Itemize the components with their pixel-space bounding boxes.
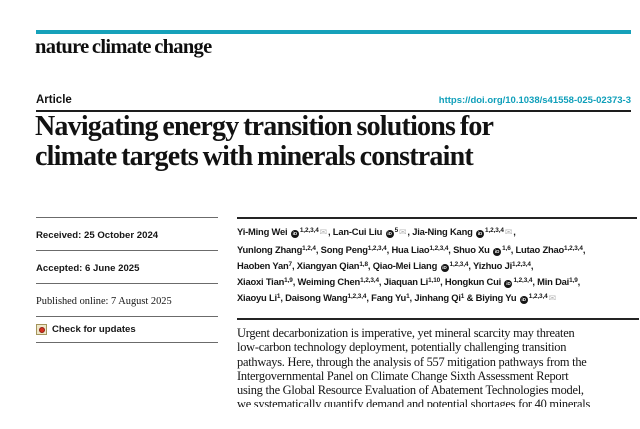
article-type-label: Article <box>36 94 72 106</box>
affiliation-superscript: 1,2,3,4 <box>528 293 548 300</box>
orcid-icon[interactable]: iD <box>290 230 299 238</box>
affiliation-superscript: 1,2,3,4 <box>299 227 319 234</box>
author-line: Xiaoyu Li1, Daisong Wang1,2,3,4, Fang Yu… <box>237 289 637 307</box>
abstract-line: Intergovernmental Panel on Climate Chang… <box>237 368 569 383</box>
affiliation-superscript: 1,2,3,4 <box>564 245 583 252</box>
article-title-line: Navigating energy transition solutions f… <box>35 111 494 142</box>
affiliation-superscript: 1,2,3,4 <box>367 245 387 252</box>
abstract-line: Urgent decarbonization is imperative, ye… <box>237 326 575 340</box>
author-name-text: Xiaoyu Li <box>237 292 277 303</box>
author-name-text: , <box>577 276 581 287</box>
article-title-line: climate targets with minerals constraint <box>35 140 474 172</box>
author-name-text: , Shuo Xu <box>448 244 493 255</box>
email-icon[interactable]: ✉ <box>319 228 328 238</box>
check-for-updates-button[interactable]: Check for updates <box>36 316 218 342</box>
author-name-text: , Qiao-Mei Liang <box>367 260 440 271</box>
received-date: Received: 25 October 2024 <box>36 230 159 241</box>
affiliation-superscript: 1,2,3,4 <box>513 277 533 284</box>
orcid-icon[interactable]: iD <box>504 280 513 288</box>
affiliation-superscript: 1 <box>406 293 410 300</box>
author-name-text: , Song Peng <box>315 244 368 255</box>
orcid-icon[interactable]: iD <box>519 296 528 304</box>
published-date: Published online: 7 August 2025 <box>36 296 172 307</box>
published-row: Published online: 7 August 2025 <box>36 283 218 316</box>
crossmark-dot <box>38 326 45 333</box>
accepted-row: Accepted: 6 June 2025 <box>36 250 218 283</box>
affiliation-superscript: 7 <box>288 261 293 268</box>
affiliation-superscript: 1,2,4 <box>302 245 316 252</box>
author-name-text: , Jiaquan Li <box>378 276 429 287</box>
received-row: Received: 25 October 2024 <box>36 217 218 250</box>
author-name-text: , Lutao Zhao <box>510 244 565 255</box>
affiliation-superscript: 1,9 <box>284 277 293 284</box>
author-name-text: , Jia-Ning Kang <box>407 226 476 237</box>
author-name-text: Xiaoxi Tian <box>237 276 285 287</box>
author-line: Xiaoxi Tian1,9, Weiming Chen1,2,3,4, Jia… <box>237 273 637 289</box>
doi-link[interactable]: https://doi.org/10.1038/s41558-025-02373… <box>438 95 631 106</box>
abstract-line: we systematically quantify demand and po… <box>237 397 591 407</box>
author-name-text: , Hongkun Cui <box>440 276 504 287</box>
author-name-text: , Min Dai <box>532 276 570 287</box>
affiliation-superscript: 1,8 <box>359 261 368 268</box>
journal-wordmark: nature climate change <box>35 36 212 58</box>
crossmark-icon <box>36 324 47 335</box>
affiliation-superscript: 1,2,3,4 <box>512 261 531 268</box>
header-rule <box>36 110 631 112</box>
affiliation-superscript: 1,2,3,4 <box>449 261 469 268</box>
orcid-icon[interactable]: iD <box>440 264 449 272</box>
author-name-text: , <box>513 226 516 237</box>
authors-section: Yi-Ming Wei iD 1,2,3,4✉, Lan-Cui Liu iD 5✉… <box>237 217 637 307</box>
article-title: Navigating energy transition solutions f… <box>35 112 637 171</box>
affiliation-superscript: 1,2,3,4 <box>360 277 379 284</box>
author-name-text: , Weiming Chen <box>292 276 361 287</box>
author-name-text: & Biying Yu <box>464 292 519 303</box>
affiliation-superscript: 1,10 <box>428 277 441 284</box>
affiliation-superscript: 1,2,3,4 <box>485 227 504 234</box>
author-line: Yunlong Zhang1,2,4, Song Peng1,2,3,4, Hu… <box>237 241 637 257</box>
author-name-text: , Yizhuo Ji <box>468 260 512 271</box>
author-name-text: Yunlong Zhang <box>237 244 303 255</box>
article-meta-row: Article https://doi.org/10.1038/s41558-0… <box>36 92 631 106</box>
abstract-line: using the Global Resource Evaluation of … <box>237 383 584 398</box>
history-panel-end-rule <box>36 342 218 343</box>
author-name-text: , Fang Yu <box>366 292 407 303</box>
orcid-icon[interactable]: iD <box>385 230 394 238</box>
author-name-text: Yi-Ming Wei <box>237 226 290 237</box>
orcid-icon[interactable]: iD <box>493 248 502 256</box>
email-icon[interactable]: ✉ <box>399 228 407 238</box>
author-list: Yi-Ming Wei iD 1,2,3,4✉, Lan-Cui Liu iD 5✉… <box>237 219 637 307</box>
author-line: Haoben Yan7, Xiangyan Qian1,8, Qiao-Mei … <box>237 257 637 273</box>
author-name-text: , <box>530 260 534 271</box>
affiliation-superscript: 1,6 <box>502 245 511 252</box>
email-icon[interactable]: ✉ <box>548 294 557 304</box>
author-name-text: , Hua Liao <box>386 244 430 255</box>
abstract-line: pathways. Here, through the analysis of … <box>237 354 587 369</box>
abstract-top-rule <box>237 318 639 320</box>
article-history-panel: Received: 25 October 2024 Accepted: 6 Ju… <box>36 217 218 343</box>
abstract-line: low-carbon technology deployment, potent… <box>237 340 567 355</box>
journal-brand-bar <box>36 30 631 34</box>
abstract-section: Urgent decarbonization is imperative, ye… <box>237 318 639 407</box>
accepted-date: Accepted: 6 June 2025 <box>36 263 140 274</box>
author-name-text: Haoben Yan <box>237 260 289 271</box>
author-name-text: , Jinhang Qi <box>409 292 461 303</box>
author-name-text: , Xiangyan Qian <box>291 260 360 271</box>
author-name-text: , Daisong Wang <box>280 292 348 303</box>
email-icon[interactable]: ✉ <box>504 228 513 238</box>
author-name-text: , Lan-Cui Liu <box>328 226 385 237</box>
affiliation-superscript: 1,2,3,4 <box>347 293 367 300</box>
check-for-updates-label: Check for updates <box>52 324 136 335</box>
authors-top-rule <box>237 217 637 219</box>
affiliation-superscript: 1 <box>460 293 465 300</box>
orcid-icon[interactable]: iD <box>476 230 485 238</box>
author-line: Yi-Ming Wei iD 1,2,3,4✉, Lan-Cui Liu iD 5✉… <box>237 223 637 241</box>
affiliation-superscript: 5 <box>394 227 399 234</box>
abstract: Urgent decarbonization is imperative, ye… <box>237 326 639 407</box>
affiliation-superscript: 1 <box>276 293 281 300</box>
affiliation-superscript: 1,2,3,4 <box>429 245 449 252</box>
affiliation-superscript: 1,9 <box>569 277 578 284</box>
author-name-text: , <box>582 244 586 255</box>
